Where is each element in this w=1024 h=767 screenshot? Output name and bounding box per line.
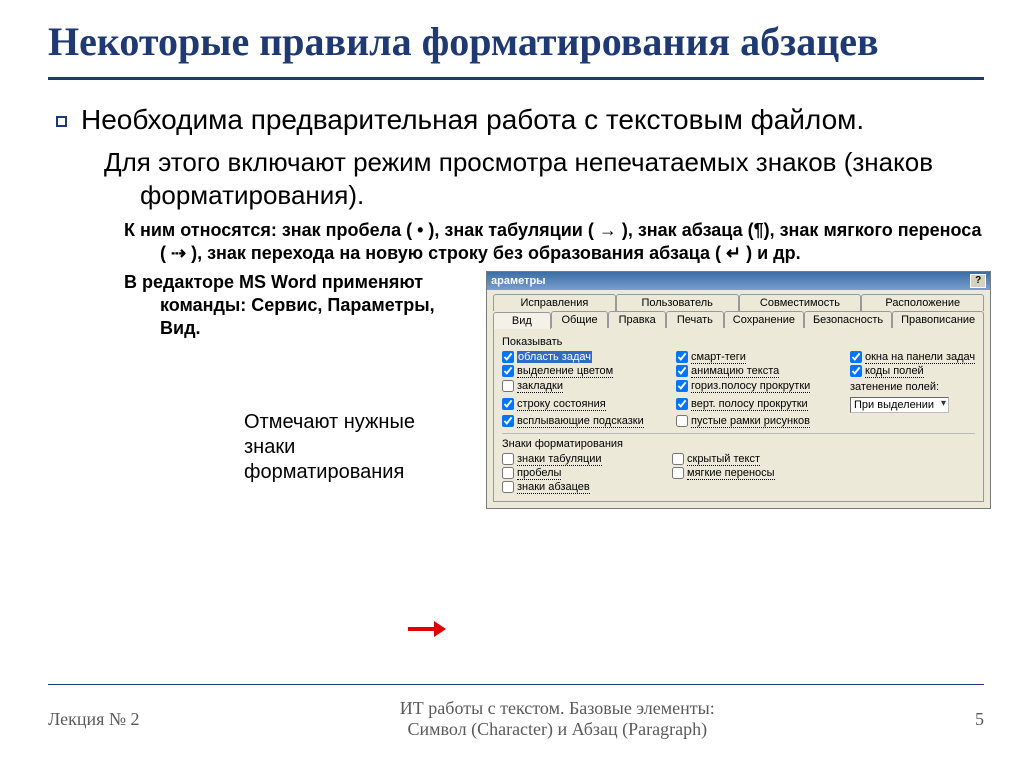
footer-rule [48, 684, 984, 685]
chk-show-c2-0-label: смарт-теги [691, 351, 746, 363]
chk-show-c1-4-checkbox[interactable] [502, 415, 514, 427]
chk-show-c3-1-label: коды полей [865, 365, 924, 377]
chk-show-c3-0-label: окна на панели задач [865, 351, 975, 363]
slide-title: Некоторые правила форматирования абзацев [48, 18, 984, 80]
chk-show-c1-0-label: область задач [517, 351, 592, 363]
chk-show-c1-1-label: выделение цветом [517, 365, 613, 377]
chk-fmt-c2-1-label: мягкие переносы [687, 467, 775, 479]
tab-edit[interactable]: Правка [608, 311, 666, 328]
divider [502, 433, 975, 434]
chk-show-c2-4[interactable]: пустые рамки рисунков [676, 415, 846, 427]
chk-show-c2-3-label: верт. полосу прокрутки [691, 398, 808, 410]
tab-user[interactable]: Пользователь [616, 294, 739, 311]
chk-fmt-c1-1[interactable]: пробелы [502, 467, 672, 479]
left-col-text: В редакторе MS Word применяют команды: С… [124, 271, 454, 340]
chk-show-c1-3-checkbox[interactable] [502, 398, 514, 410]
group-show-label: Показывать [502, 336, 975, 348]
sub-paragraph-1: Для этого включают режим просмотра непеч… [104, 146, 984, 211]
chk-show-c2-1-checkbox[interactable] [676, 365, 688, 377]
tab-spelling[interactable]: Правописание [892, 311, 984, 328]
chk-show-c2-1-label: анимацию текста [691, 365, 779, 377]
chk-show-c2-2-label: гориз.полосу прокрутки [691, 380, 810, 392]
annotation-text: Отмечают нужные знаки форматирования [244, 410, 454, 485]
bullet-1-text: Необходима предварительная работа с текс… [81, 104, 864, 136]
chk-fmt-c2-0-checkbox[interactable] [672, 453, 684, 465]
chk-show-c1-1[interactable]: выделение цветом [502, 365, 672, 377]
chk-show-c2-3-checkbox[interactable] [676, 398, 688, 410]
chk-show-c1-3-label: строку состояния [517, 398, 606, 410]
tabs-row-bottom: Вид Общие Правка Печать Сохранение Безоп… [487, 311, 990, 328]
chk-show-c1-0-checkbox[interactable] [502, 351, 514, 363]
tab-general[interactable]: Общие [551, 311, 609, 328]
chk-fmt-c2-0[interactable]: скрытый текст [672, 453, 975, 465]
bullet-level-1: Необходима предварительная работа с текс… [56, 104, 984, 136]
footer-left: Лекция № 2 [48, 709, 140, 730]
chk-fmt-c1-0-label: знаки табуляции [517, 453, 602, 465]
chk-show-c2-4-checkbox[interactable] [676, 415, 688, 427]
chk-show-c1-4[interactable]: всплывающие подсказки [502, 415, 672, 427]
chk-fmt-c1-0-checkbox[interactable] [502, 453, 514, 465]
chk-show-c3-1-checkbox[interactable] [850, 365, 862, 377]
help-button[interactable]: ? [970, 274, 986, 288]
group-fmt-label: Знаки форматирования [502, 438, 975, 450]
chk-show-c1-2-checkbox[interactable] [502, 380, 514, 392]
chk-fmt-c1-2-label: знаки абзацев [517, 481, 590, 493]
footer: Лекция № 2 ИТ работы с текстом. Базовые … [48, 698, 984, 741]
dialog-title: араметры [491, 275, 546, 287]
chk-show-c2-1[interactable]: анимацию текста [676, 365, 846, 377]
tab-body: Показывать область задач смарт-теги окна н… [493, 328, 984, 502]
chk-fmt-c1-1-checkbox[interactable] [502, 467, 514, 479]
red-arrow-icon [408, 621, 448, 637]
tabs-row-top: Исправления Пользователь Совместимость Р… [487, 290, 990, 311]
tab-location[interactable]: Расположение [861, 294, 984, 311]
chk-show-c1-2[interactable]: закладки [502, 379, 672, 393]
footer-center: ИТ работы с текстом. Базовые элементы: С… [400, 698, 715, 741]
left-column: В редакторе MS Word применяют команды: С… [124, 271, 454, 485]
two-column-row: В редакторе MS Word применяют команды: С… [124, 271, 984, 509]
chk-fmt-c1-1-label: пробелы [517, 467, 561, 479]
footer-page-number: 5 [975, 709, 984, 730]
dialog-titlebar[interactable]: араметры ? [487, 272, 990, 290]
options-dialog: араметры ? Исправления Пользователь Совм… [486, 271, 991, 509]
chk-fmt-c2-1-checkbox[interactable] [672, 467, 684, 479]
chk-fmt-c2-0-label: скрытый текст [687, 453, 760, 465]
chk-fmt-c1-0[interactable]: знаки табуляции [502, 453, 672, 465]
chk-show-c2-2-checkbox[interactable] [676, 380, 688, 392]
tab-print[interactable]: Печать [666, 311, 724, 328]
field-shading-row: затенение полей: [850, 381, 975, 393]
field-shading-combo-cell: При выделении [850, 397, 975, 413]
chk-show-c2-3[interactable]: верт. полосу прокрутки [676, 395, 846, 413]
chk-show-c1-0[interactable]: область задач [502, 351, 672, 363]
show-checkbox-grid: область задач смарт-теги окна на панели за… [502, 351, 975, 427]
chk-show-c1-3[interactable]: строку состояния [502, 395, 672, 413]
slide: Некоторые правила форматирования абзацев… [0, 0, 1024, 767]
chk-show-c3-0[interactable]: окна на панели задач [850, 351, 975, 363]
chk-show-c1-1-checkbox[interactable] [502, 365, 514, 377]
tab-compat[interactable]: Совместимость [739, 294, 862, 311]
chk-show-c2-0[interactable]: смарт-теги [676, 351, 846, 363]
chk-show-c2-4-label: пустые рамки рисунков [691, 415, 810, 427]
sub-paragraph-2: К ним относятся: знак пробела ( • ), зна… [124, 219, 984, 265]
chk-fmt-c2-1[interactable]: мягкие переносы [672, 467, 975, 479]
tab-save[interactable]: Сохранение [724, 311, 804, 328]
chk-fmt-c1-2-checkbox[interactable] [502, 481, 514, 493]
tab-corrections[interactable]: Исправления [493, 294, 616, 311]
field-shading-combo[interactable]: При выделении [850, 397, 949, 413]
tab-view[interactable]: Вид [493, 312, 551, 329]
chk-show-c1-4-label: всплывающие подсказки [517, 415, 644, 427]
tab-security[interactable]: Безопасность [804, 311, 892, 328]
bullet-marker-icon [56, 116, 67, 127]
field-shading-label: затенение полей: [850, 381, 939, 393]
chk-show-c1-2-label: закладки [517, 380, 563, 392]
chk-show-c2-0-checkbox[interactable] [676, 351, 688, 363]
chk-show-c2-2[interactable]: гориз.полосу прокрутки [676, 379, 846, 393]
chk-fmt-c1-2[interactable]: знаки абзацев [502, 481, 672, 493]
chk-show-c3-0-checkbox[interactable] [850, 351, 862, 363]
chk-show-c3-1[interactable]: коды полей [850, 365, 975, 377]
fmt-checkbox-grid: знаки табуляции скрытый текст пробелы мягки… [502, 453, 975, 493]
